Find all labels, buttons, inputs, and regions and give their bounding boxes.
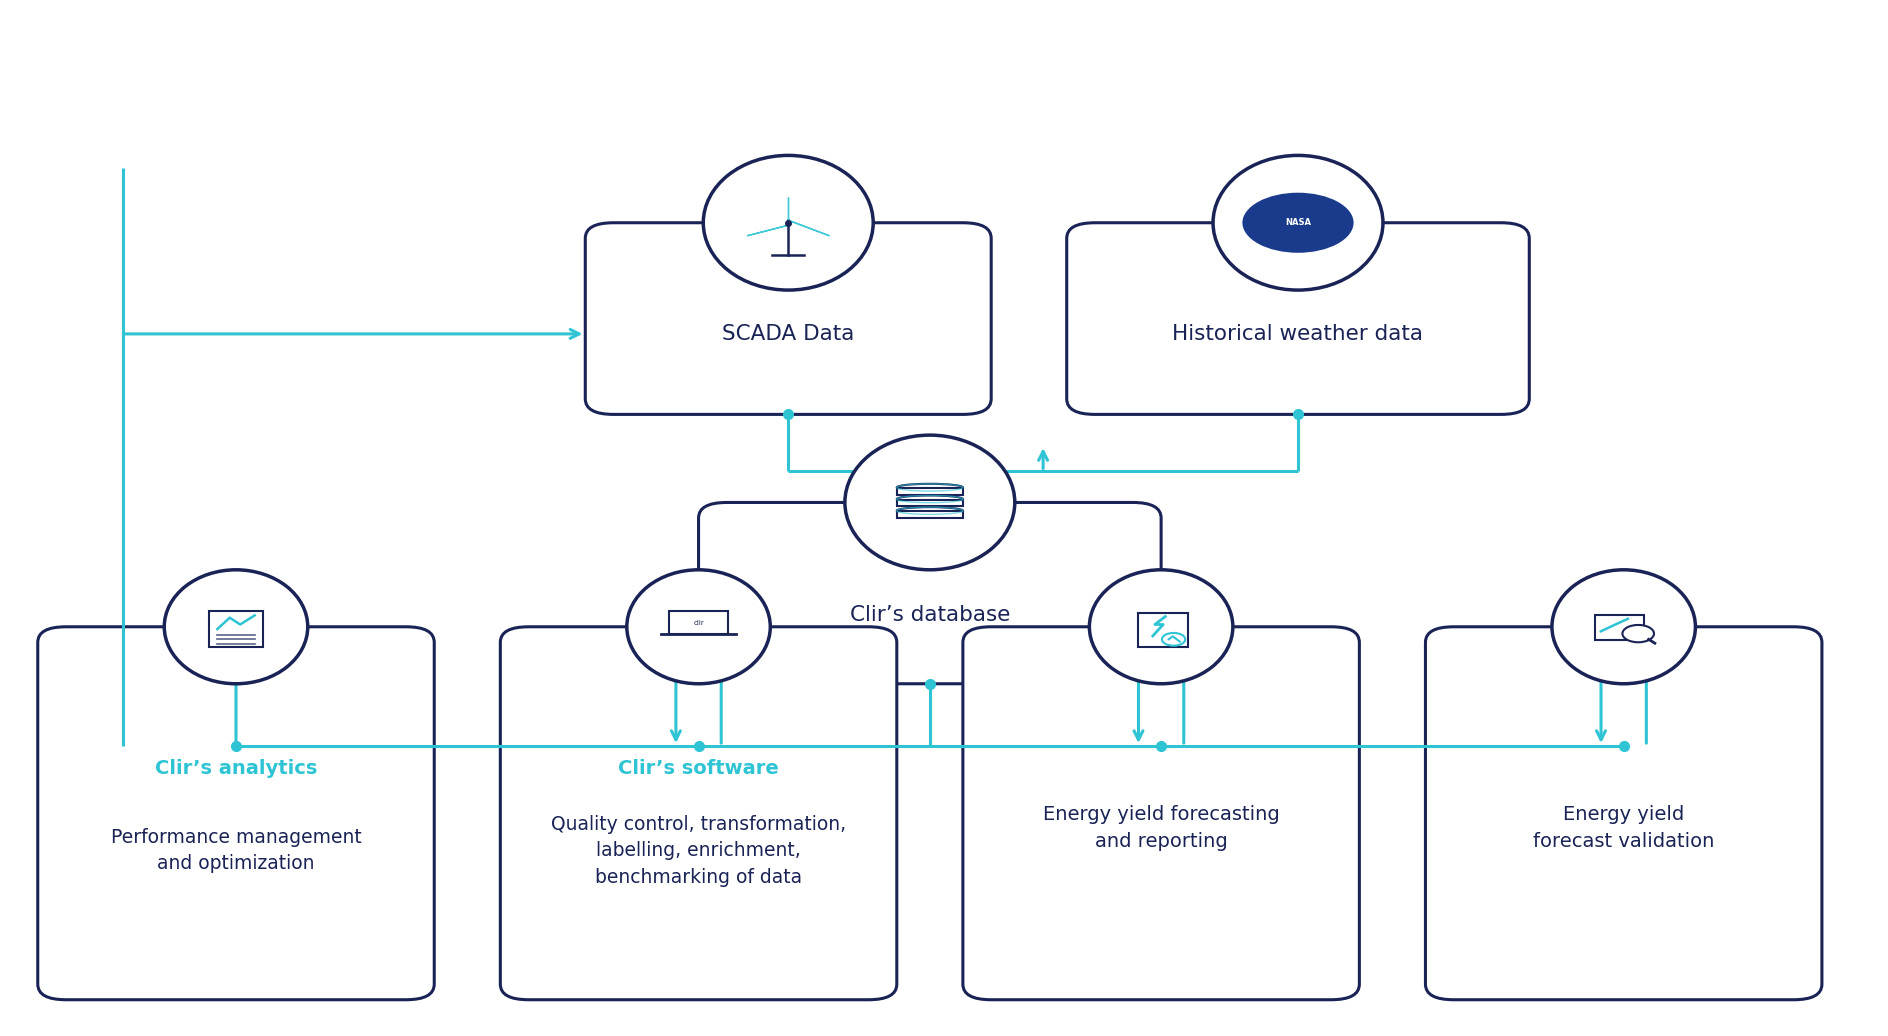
Bar xyxy=(897,488,963,495)
Ellipse shape xyxy=(846,435,1016,570)
FancyBboxPatch shape xyxy=(963,627,1359,1000)
FancyBboxPatch shape xyxy=(38,627,434,1000)
Text: Clir’s analytics: Clir’s analytics xyxy=(155,759,317,778)
Bar xyxy=(897,512,963,518)
Text: Clir’s software: Clir’s software xyxy=(617,759,780,778)
Text: Performance management
and optimization: Performance management and optimization xyxy=(111,828,361,873)
Bar xyxy=(897,499,963,507)
FancyBboxPatch shape xyxy=(699,502,1161,684)
Circle shape xyxy=(1622,625,1654,642)
Bar xyxy=(1595,615,1644,640)
Circle shape xyxy=(1161,633,1186,645)
Text: NASA: NASA xyxy=(1286,219,1310,227)
Text: Quality control, transformation,
labelling, enrichment,
benchmarking of data: Quality control, transformation, labelli… xyxy=(551,814,846,887)
Ellipse shape xyxy=(702,155,872,290)
FancyBboxPatch shape xyxy=(1067,223,1529,414)
Text: Energy yield
forecast validation: Energy yield forecast validation xyxy=(1533,805,1714,851)
Bar xyxy=(210,611,262,648)
FancyBboxPatch shape xyxy=(500,627,897,1000)
Text: Historical weather data: Historical weather data xyxy=(1172,324,1424,344)
Ellipse shape xyxy=(897,508,963,515)
Bar xyxy=(1138,613,1188,648)
Ellipse shape xyxy=(897,495,963,502)
Ellipse shape xyxy=(1212,155,1382,290)
Text: Clir’s database: Clir’s database xyxy=(850,605,1010,625)
Ellipse shape xyxy=(1089,570,1233,684)
Circle shape xyxy=(1242,192,1356,254)
FancyBboxPatch shape xyxy=(1425,627,1822,1000)
Ellipse shape xyxy=(164,570,308,684)
Text: Energy yield forecasting
and reporting: Energy yield forecasting and reporting xyxy=(1042,805,1280,851)
Text: clir: clir xyxy=(693,621,704,627)
Ellipse shape xyxy=(897,484,963,491)
Ellipse shape xyxy=(627,570,770,684)
Text: SCADA Data: SCADA Data xyxy=(721,324,855,344)
Polygon shape xyxy=(748,225,789,236)
Bar xyxy=(670,611,727,634)
FancyBboxPatch shape xyxy=(585,223,991,414)
Ellipse shape xyxy=(1552,570,1695,684)
Polygon shape xyxy=(789,221,829,236)
